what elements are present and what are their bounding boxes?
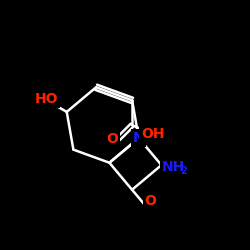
Text: O: O (144, 194, 156, 208)
Text: N: N (133, 131, 144, 145)
Text: HO: HO (35, 92, 58, 106)
Text: OH: OH (141, 127, 164, 141)
Text: O: O (106, 132, 118, 146)
Text: 2: 2 (180, 166, 187, 176)
Text: NH: NH (161, 160, 184, 174)
